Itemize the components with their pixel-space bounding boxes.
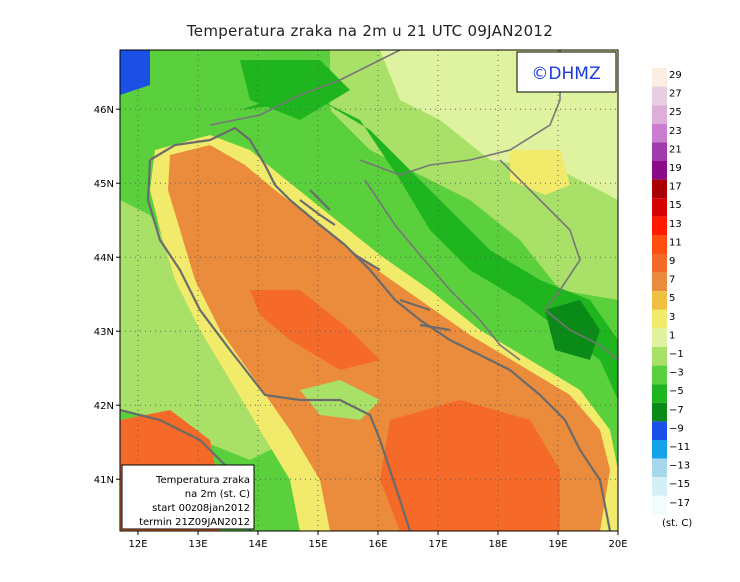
scale-swatch <box>652 458 667 478</box>
scale-unit: (st. C) <box>662 518 693 529</box>
lat-label: 41N <box>94 475 114 486</box>
lon-label: 14E <box>248 539 267 550</box>
lon-label: 17E <box>428 539 447 550</box>
latitude-labels: 46N 45N 44N 43N 42N 41N <box>94 105 120 486</box>
logo-text: ©DHMZ <box>531 64 600 84</box>
scale-swatch <box>652 384 667 403</box>
scale-swatch <box>652 291 667 310</box>
dhmz-logo: ©DHMZ <box>516 51 617 93</box>
scale-label: 29 <box>669 70 682 81</box>
lon-label: 19E <box>548 539 567 550</box>
info-line-1: Temperatura zraka <box>155 475 250 486</box>
scale-label: −15 <box>669 479 690 490</box>
border-croatia-hungary <box>359 50 561 176</box>
scale-swatch <box>652 161 667 180</box>
scale-swatch <box>652 421 667 440</box>
scale-swatch <box>652 365 667 385</box>
lon-label: 15E <box>308 539 327 550</box>
scale-swatch <box>652 216 667 236</box>
scale-label: 3 <box>669 312 675 323</box>
longitude-labels: 12E 13E 14E 15E 16E 17E 18E 19E 20E <box>128 531 628 550</box>
info-line-2: na 2m (st. C) <box>185 489 250 500</box>
scale-label: −3 <box>669 368 684 379</box>
scale-label: 11 <box>669 237 682 248</box>
scale-label: −17 <box>669 498 690 509</box>
scale-label: 5 <box>669 293 675 304</box>
lat-label: 42N <box>94 401 114 412</box>
scale-swatch <box>652 309 667 329</box>
south-adriatic-warm-core <box>380 400 560 531</box>
warm-patch-ne <box>510 150 570 195</box>
lon-label: 12E <box>128 539 147 550</box>
info-line-4: termin 21Z09JAN2012 <box>139 517 250 528</box>
scale-swatch <box>652 105 667 124</box>
scale-swatch <box>652 495 667 515</box>
scale-label: 13 <box>669 219 682 230</box>
scale-label: −9 <box>669 423 684 434</box>
scale-label: 21 <box>669 144 682 155</box>
scale-label: 9 <box>669 256 675 267</box>
border-bosnia-east <box>499 159 581 311</box>
scale-swatch <box>652 272 667 292</box>
scale-swatch <box>652 440 667 459</box>
lon-label: 20E <box>608 539 627 550</box>
scale-label: 25 <box>669 107 682 118</box>
scale-label: 1 <box>669 330 675 341</box>
alpine-cold-area <box>240 60 350 120</box>
map-frame <box>119 49 619 532</box>
scale-label: 15 <box>669 200 682 211</box>
border-alps <box>209 50 401 126</box>
lat-label: 45N <box>94 179 114 190</box>
scale-label: −13 <box>669 461 690 472</box>
lat-label: 44N <box>94 253 114 264</box>
scale-label: 23 <box>669 126 682 137</box>
scale-label: 27 <box>669 89 682 100</box>
scale-swatch <box>652 254 667 273</box>
border-montenegro <box>544 309 618 361</box>
color-scale: 29 27 25 23 21 19 17 15 13 11 9 7 5 3 1 −1 −3 −5 −7 −9 −11 −1… <box>652 68 690 515</box>
scale-swatch <box>652 179 667 199</box>
scale-swatch <box>652 68 667 87</box>
map-gridlines <box>120 50 618 531</box>
lon-label: 13E <box>188 539 207 550</box>
adriatic-warm-core <box>250 290 380 370</box>
eastern-adriatic-coast <box>149 126 612 531</box>
scale-swatch <box>652 402 667 422</box>
lat-label: 46N <box>94 105 114 116</box>
scale-swatch <box>652 347 667 366</box>
scale-swatch <box>652 142 667 161</box>
scale-label: −11 <box>669 442 690 453</box>
scale-swatch <box>652 328 667 347</box>
scale-label: 7 <box>669 275 675 286</box>
scale-swatch <box>652 198 667 217</box>
country-borders <box>209 50 618 361</box>
border-bosnia-sw <box>364 179 521 361</box>
info-line-3: start 00z08jan2012 <box>152 503 250 514</box>
scale-swatch <box>652 477 667 496</box>
scale-label: −1 <box>669 349 684 360</box>
scale-label: 17 <box>669 182 682 193</box>
scale-label: −5 <box>669 386 684 397</box>
montenegro-cold-patch <box>545 300 600 360</box>
map-title: Temperatura zraka na 2m u 21 UTC 09JAN20… <box>186 22 554 40</box>
alps-very-cold-patch <box>120 50 150 95</box>
info-box: Temperatura zraka na 2m (st. C) start 00… <box>121 464 255 530</box>
scale-swatch <box>652 86 667 106</box>
scale-label: −7 <box>669 405 684 416</box>
scale-label: 19 <box>669 163 682 174</box>
scale-swatch <box>652 123 667 143</box>
scale-swatch <box>652 235 667 254</box>
croatian-islands <box>299 189 451 332</box>
lat-label: 43N <box>94 327 114 338</box>
italian-adriatic-coast <box>146 159 412 531</box>
temperature-field <box>120 50 618 531</box>
lon-label: 18E <box>488 539 507 550</box>
lon-label: 16E <box>368 539 387 550</box>
